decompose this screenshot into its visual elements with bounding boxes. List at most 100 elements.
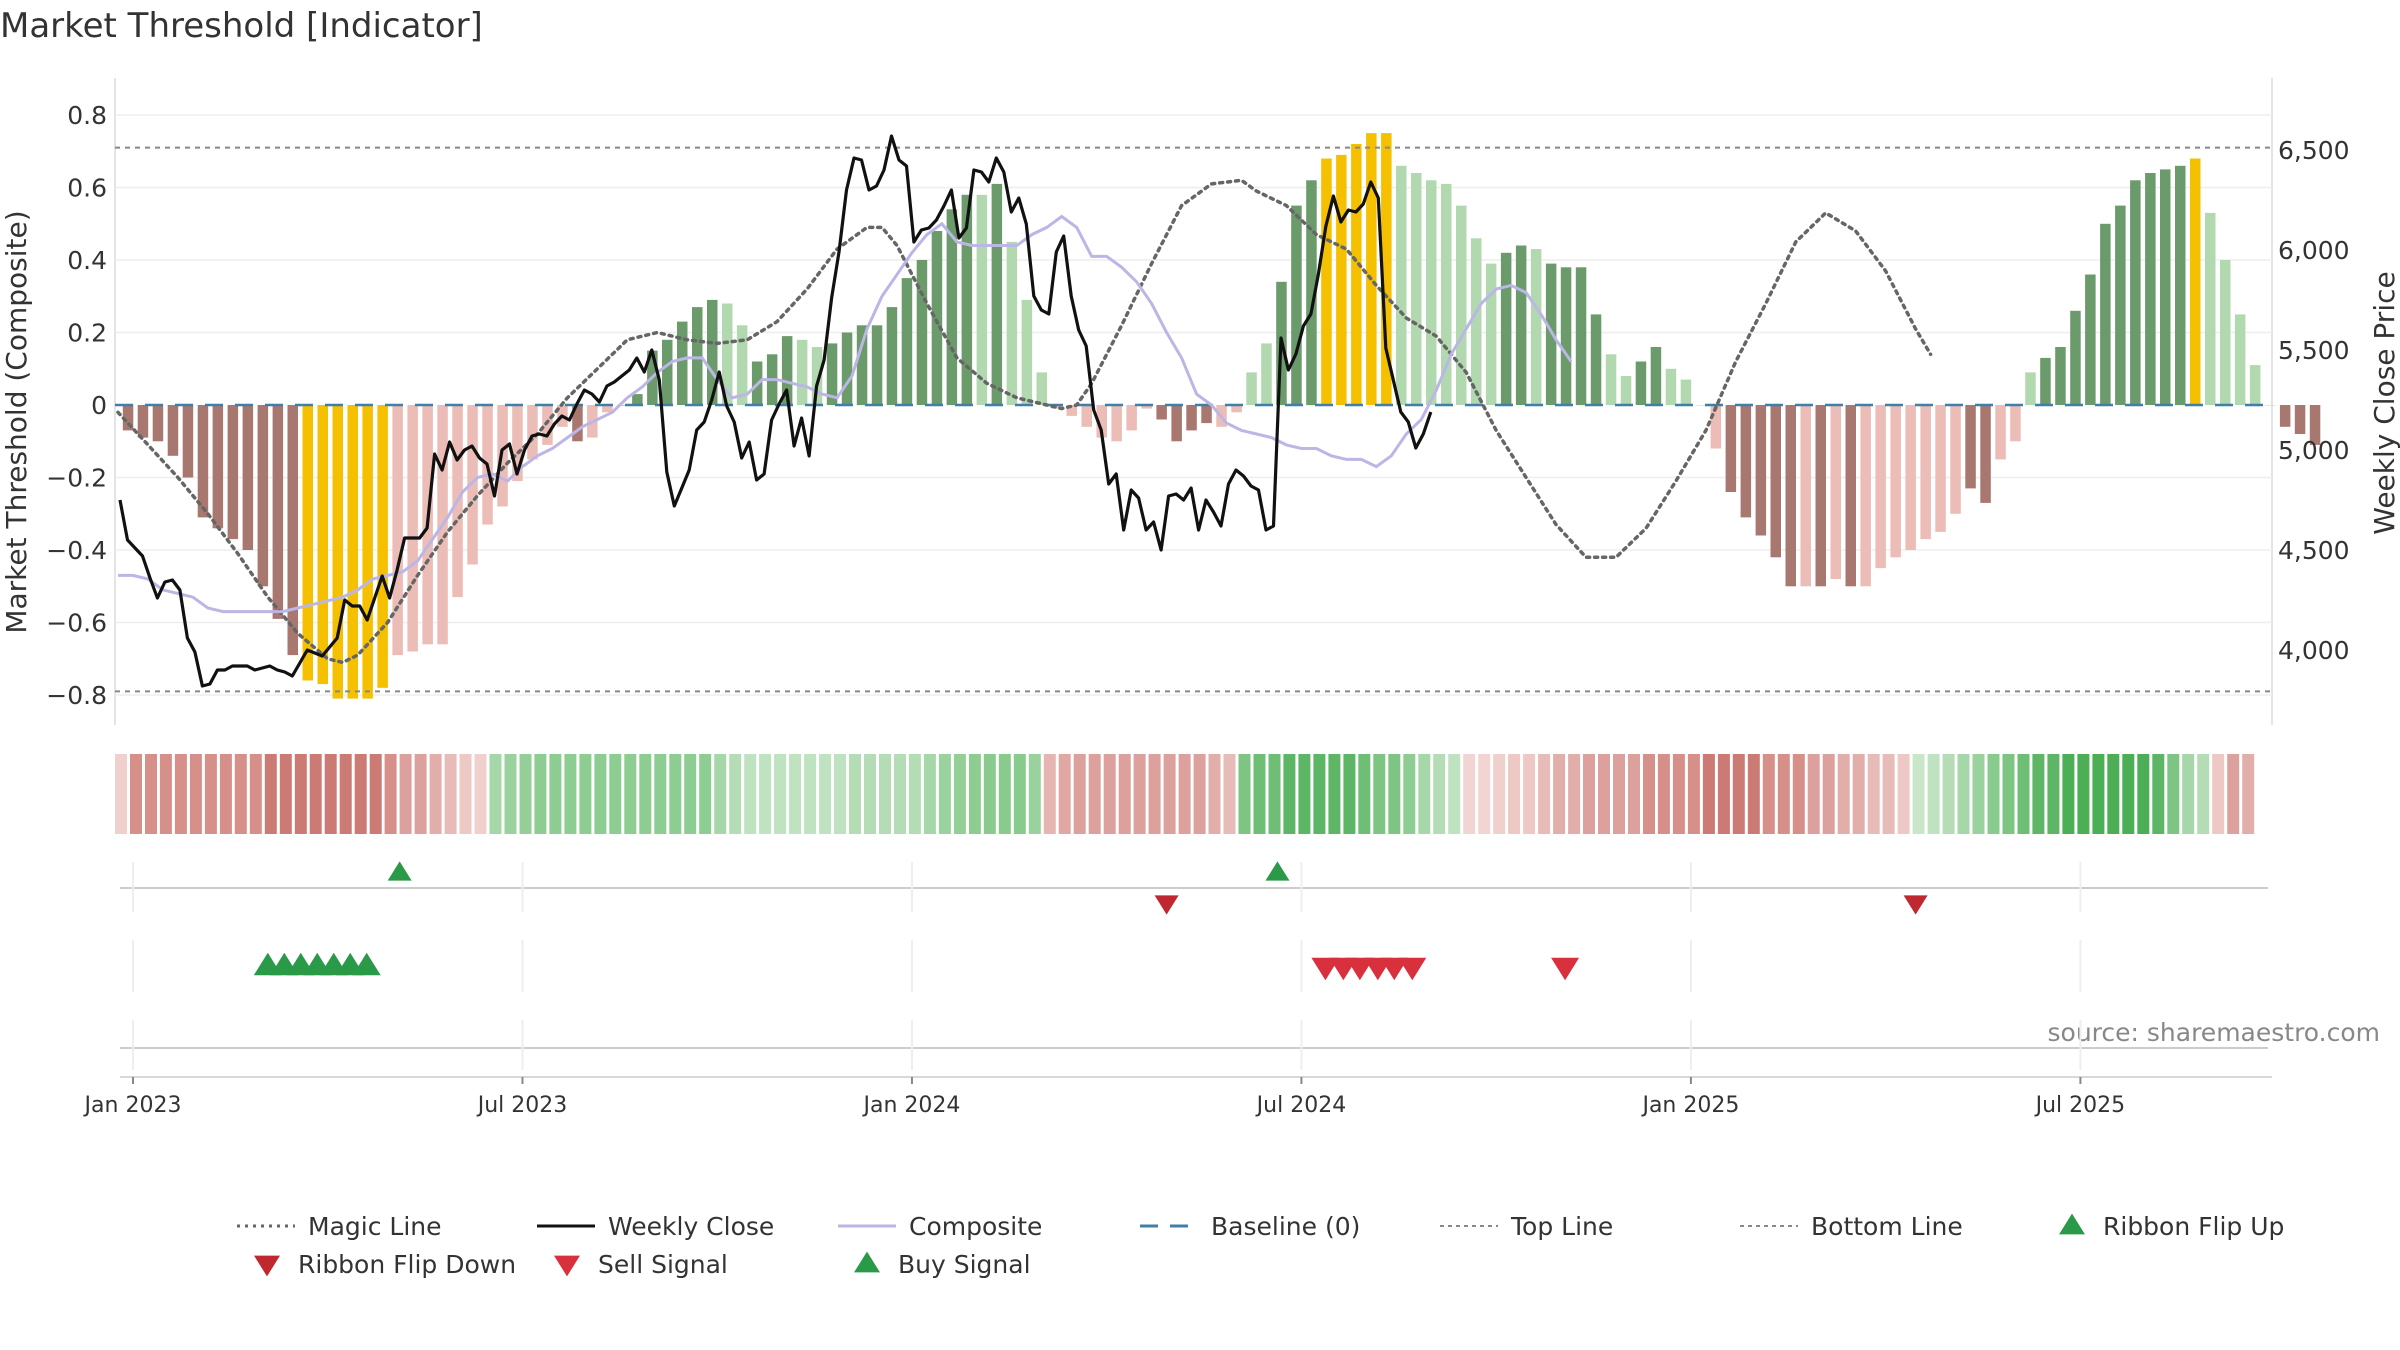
legend-item: Sell Signal xyxy=(554,1250,728,1279)
ribbon-cell xyxy=(474,754,487,834)
composite-bar xyxy=(617,405,628,406)
composite-bar xyxy=(1965,405,1976,489)
ribbon-cell xyxy=(414,754,427,834)
composite-bar xyxy=(2205,212,2216,405)
composite-bar xyxy=(1650,347,1662,405)
composite-bar xyxy=(1201,405,1212,424)
ribbon-cell xyxy=(2242,754,2255,834)
ribbon-cell xyxy=(1478,754,1491,834)
legend-label: Ribbon Flip Up xyxy=(2103,1212,2284,1241)
ribbon-cell xyxy=(279,754,292,834)
grid-layer xyxy=(114,78,2273,1078)
composite-bar xyxy=(991,183,1003,405)
composite-bar xyxy=(1321,158,1332,405)
ribbon-cell xyxy=(1687,754,1700,834)
composite-bar xyxy=(961,194,973,405)
ribbon-cell xyxy=(714,754,727,834)
lines-layer xyxy=(115,134,2272,693)
composite-bar xyxy=(931,231,943,405)
ribbon-cell xyxy=(504,754,517,834)
composite-bar xyxy=(1471,238,1482,406)
ribbon-cell xyxy=(264,754,277,834)
ribbon-cell xyxy=(1418,754,1431,834)
ribbon-cell xyxy=(908,754,921,834)
composite-bar xyxy=(677,321,688,405)
composite-bar xyxy=(1021,299,1033,405)
chart-title: Market Threshold [Indicator] xyxy=(0,6,483,46)
composite-bar xyxy=(1006,241,1018,405)
ribbon-cell xyxy=(1972,754,1985,834)
ribbon-cell xyxy=(2092,754,2105,834)
legend-label: Baseline (0) xyxy=(1211,1212,1360,1241)
composite-bar xyxy=(1590,314,1602,405)
ribbon-cell xyxy=(879,754,891,834)
ribbon-cell xyxy=(174,754,187,834)
y-axis-right-label: Weekly Close Price xyxy=(2368,271,2400,534)
composite-bar xyxy=(2234,314,2246,405)
composite-bar xyxy=(1710,405,1722,449)
composite-bar xyxy=(542,405,553,445)
ribbon-cell xyxy=(729,754,742,834)
ribbon-cell xyxy=(294,754,307,834)
ribbon-cell xyxy=(834,754,846,834)
ribbon-cell xyxy=(983,754,996,834)
ribbon-cell xyxy=(1897,754,1910,834)
ribbon-cell xyxy=(804,754,817,834)
composite-bar xyxy=(302,405,313,681)
ribbon-cell xyxy=(1148,754,1161,834)
ribbon-cell xyxy=(1373,754,1386,834)
ribbon-cell xyxy=(384,754,397,834)
ribbon-cell xyxy=(1388,754,1401,834)
x-tick-label: Jul 2023 xyxy=(476,1093,568,1118)
composite-bar xyxy=(1620,376,1632,405)
ribbon-cell xyxy=(1088,754,1101,834)
composite-bar xyxy=(1635,361,1647,405)
composite-bar xyxy=(1815,405,1826,587)
y-tick-label-left: 0.8 xyxy=(67,101,107,130)
ribbon-cell xyxy=(324,754,337,834)
composite-bar xyxy=(377,405,388,688)
composite-bar xyxy=(1560,267,1572,406)
legend-item: Ribbon Flip Up xyxy=(2059,1212,2284,1241)
x-tick-label: Jul 2024 xyxy=(1255,1093,1347,1118)
composite-bar xyxy=(1336,154,1347,405)
ribbon-cell xyxy=(684,754,697,834)
ribbon-cell xyxy=(2182,754,2195,834)
composite-bar xyxy=(1351,144,1362,405)
axis-ticks: 0.8 0.6 0.4 0.2 0 −0.2 −0.4 −0.6 −0.8 6,500 6,000 5… xyxy=(46,101,2349,1118)
composite-bar xyxy=(1950,405,1961,514)
legend: Magic Line Weekly Close Composite Baseline … xyxy=(237,1212,2284,1279)
composite-bar xyxy=(152,405,164,442)
x-tick-label: Jul 2025 xyxy=(2034,1093,2126,1118)
composite-bar xyxy=(2025,372,2036,405)
ribbon-cell xyxy=(1073,754,1086,834)
composite-bar xyxy=(242,405,254,550)
ribbon-cell xyxy=(309,754,322,834)
ribbon-cell xyxy=(2167,754,2180,834)
composite-bar xyxy=(1381,133,1392,405)
ribbon-cell xyxy=(1957,754,1970,834)
composite-bar xyxy=(1141,405,1152,409)
y-tick-label-left: −0.8 xyxy=(46,681,107,710)
legend-label: Sell Signal xyxy=(598,1250,728,1279)
ribbon-cell xyxy=(564,754,577,834)
ribbon-cell xyxy=(2002,754,2015,834)
composite-bar xyxy=(1291,205,1302,405)
ribbon-cell xyxy=(2152,754,2165,834)
ribbon-cell xyxy=(1358,754,1371,834)
ribbon-cell xyxy=(1987,754,2000,834)
ribbon-cell xyxy=(1448,754,1461,834)
legend-item: Composite xyxy=(838,1212,1042,1241)
composite-bar xyxy=(257,405,269,587)
source-label: source: sharemaestro.com xyxy=(2048,1018,2381,1047)
composite-bar xyxy=(2190,158,2201,405)
x-tick-label: Jan 2024 xyxy=(862,1093,961,1118)
composite-bar xyxy=(197,405,209,518)
ribbon-cell xyxy=(145,754,157,834)
composite-bar xyxy=(332,405,343,699)
x-tick-label: Jan 2025 xyxy=(1640,1093,1739,1118)
y-tick-label-right: 4,000 xyxy=(2278,636,2350,665)
composite-bar xyxy=(1261,343,1272,405)
composite-bar xyxy=(662,339,673,406)
composite-bar xyxy=(632,394,643,405)
